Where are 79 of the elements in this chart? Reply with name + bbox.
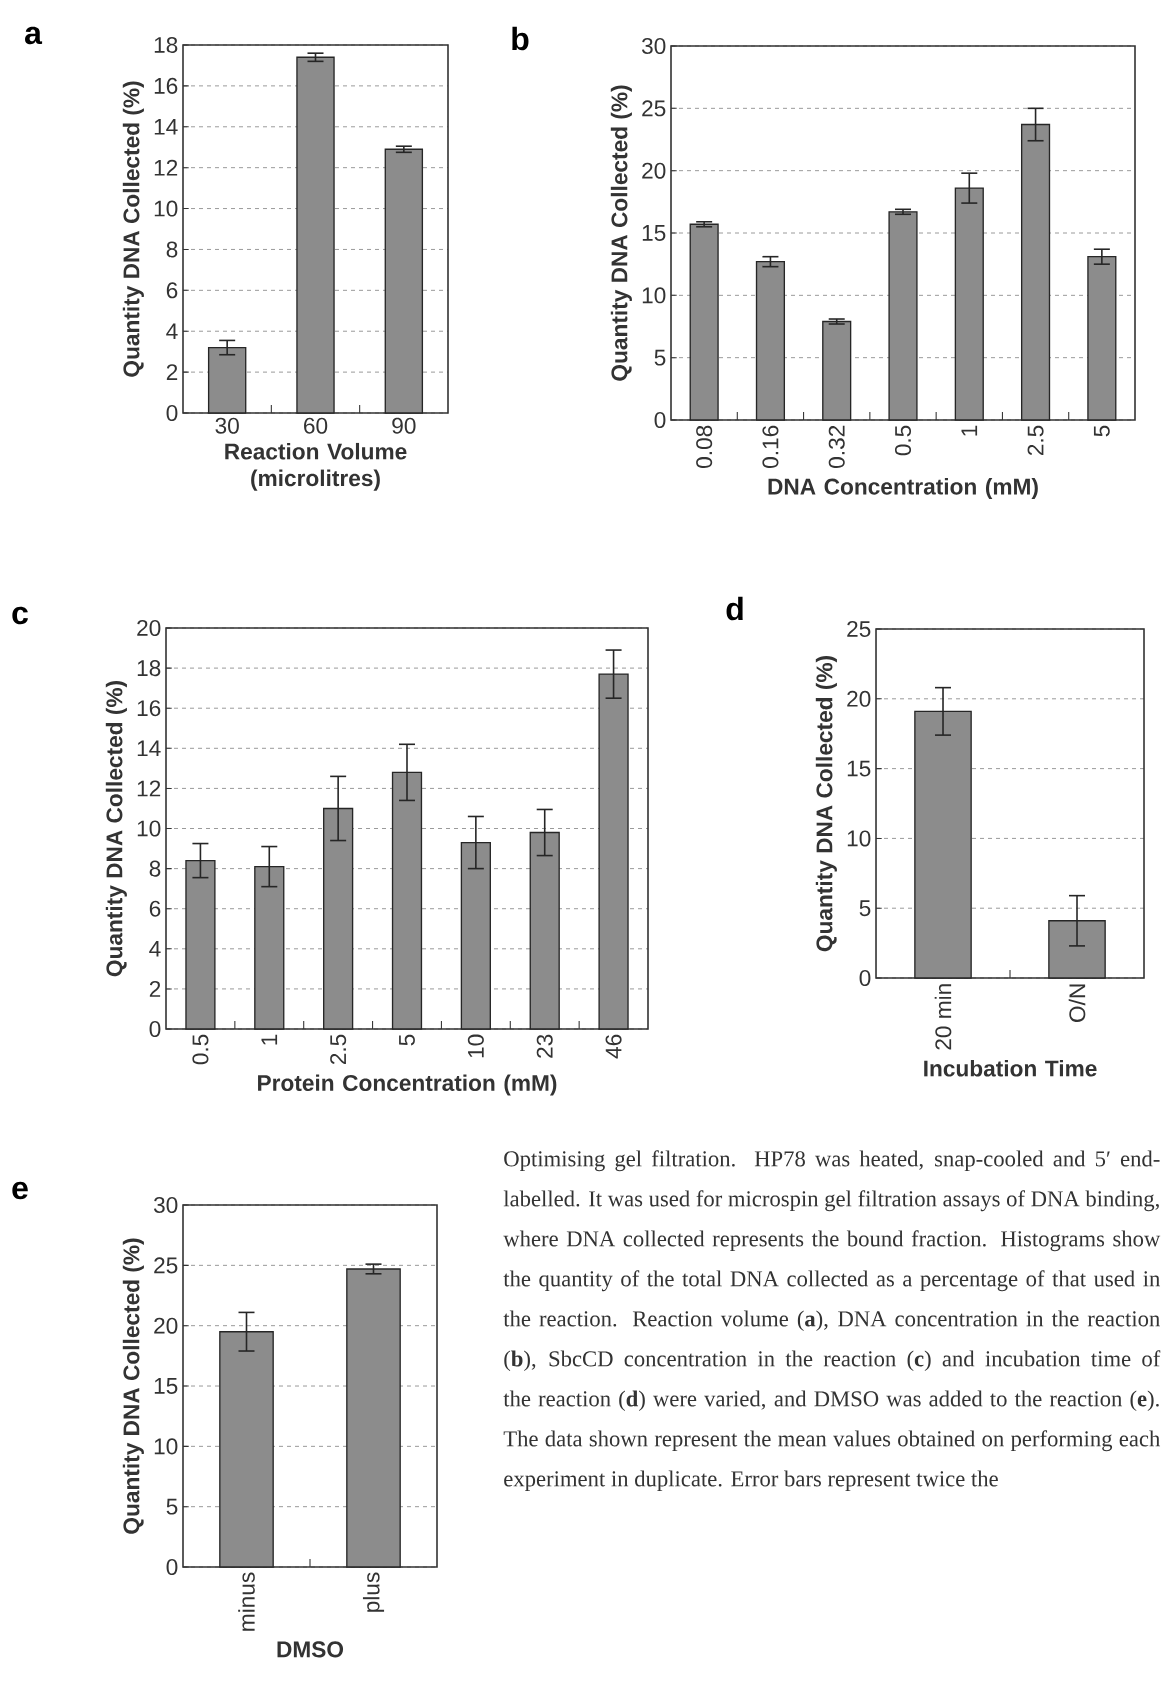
y-tick-label: 2 <box>149 980 161 997</box>
x-tick-label: 20 min <box>934 984 952 1050</box>
y-tick-label: 4 <box>166 323 178 340</box>
y-tick-label: 8 <box>149 860 161 877</box>
y-tick-label: 10 <box>137 820 161 837</box>
y-tick-label: 25 <box>642 100 666 117</box>
y-tick-label: 6 <box>149 900 161 917</box>
y-tick-label: 6 <box>166 282 178 299</box>
y-tick-label: 5 <box>166 1498 178 1515</box>
chart-title: c <box>12 606 28 625</box>
x-tick-label: minus <box>238 1572 255 1631</box>
y-tick-label: 20 <box>847 690 871 707</box>
y-axis-title: Quantity DNA Collected (%) <box>122 81 144 377</box>
y-tick-label: 16 <box>154 77 178 94</box>
y-tick-label: 2 <box>166 364 178 381</box>
y-tick-label: 12 <box>137 780 161 797</box>
y-axis-title: Quantity DNA Collected (%) <box>122 1238 144 1534</box>
x-tick-label: 90 <box>392 417 416 434</box>
x-tick-label: 1 <box>261 1034 278 1045</box>
y-tick-label: 15 <box>642 225 666 241</box>
x-tick-label: 0.08 <box>696 425 713 468</box>
x-tick-label: 46 <box>605 1034 622 1059</box>
y-tick-label: 0 <box>166 404 178 422</box>
bar <box>296 56 335 414</box>
y-tick-label: 0 <box>654 411 666 429</box>
x-axis-title: DNA Concentration (mM) <box>768 477 1038 500</box>
y-tick-label: 12 <box>154 159 178 176</box>
x-tick-label: 10 <box>467 1034 484 1058</box>
y-tick-label: 0 <box>149 1020 161 1038</box>
x-tick-label: 0.5 <box>192 1034 209 1065</box>
chart-title: d <box>726 596 743 621</box>
y-tick-label: 14 <box>154 118 178 135</box>
x-tick-label: 60 <box>304 417 328 434</box>
y-tick-label: 5 <box>859 900 871 917</box>
y-tick-label: 25 <box>847 620 871 638</box>
y-tick-label: 30 <box>153 1196 178 1214</box>
x-tick-label: 30 <box>215 417 239 434</box>
x-tick-label: 23 <box>536 1034 553 1058</box>
x-tick-label: 0.5 <box>894 425 912 456</box>
x-tick-label: 0.16 <box>762 425 779 468</box>
x-tick-label: 1 <box>961 425 978 436</box>
y-tick-label: 30 <box>641 37 666 55</box>
chart-title: e <box>12 1181 28 1200</box>
x-tick-label: 5 <box>1093 425 1110 437</box>
text: Optimising gel filtration. HP78 was heated, snap-cooled and 5′ end-labelled. It was used for microspin gel filtration assays of DNA binding, where DNA collected represents the bound fraction. Histograms show the quantity of the total DNA collected as a percentage of that used in the reaction. Reaction volume (a), DNA concentration in the reaction (b), SbcCD concentration in the reaction (c) and incubation time of the reaction (d) were varied, and DMSO was added to the reaction (e). The data shown represent the mean values obtained on performing each experiment in duplicate. Error bars represent twice the <box>503 1150 1161 1492</box>
y-tick-label: 10 <box>642 287 666 304</box>
y-tick-label: 0 <box>166 1558 178 1576</box>
y-tick-label: 15 <box>154 1378 178 1394</box>
y-tick-label: 5 <box>654 349 666 366</box>
y-tick-label: 18 <box>154 36 178 54</box>
y-tick-label: 10 <box>154 200 178 217</box>
y-axis-title: Quantity DNA Collected (%) <box>105 681 127 977</box>
x-tick-label: O/N <box>1068 984 1086 1022</box>
y-tick-label: 14 <box>137 740 161 757</box>
y-tick-label: 4 <box>149 941 161 957</box>
y-tick-label: 20 <box>154 1317 178 1334</box>
chart-title: a <box>25 26 43 45</box>
x-tick-label: 0.32 <box>828 425 845 468</box>
y-tick-label: 8 <box>166 241 178 258</box>
y-tick-label: 15 <box>847 760 871 777</box>
y-axis-title: Quantity DNA Collected (%) <box>815 656 837 952</box>
chart-title: b <box>512 26 529 51</box>
y-tick-label: 10 <box>154 1438 178 1455</box>
y-tick-label: 0 <box>859 969 871 987</box>
y-tick-label: 20 <box>642 162 666 179</box>
y-tick-label: 20 <box>137 619 161 637</box>
x-axis-title: Protein Concentration (mM) <box>258 1074 557 1096</box>
x-tick-label: plus <box>362 1572 385 1612</box>
y-tick-label: 10 <box>847 830 871 847</box>
x-axis-title: Incubation Time <box>924 1059 1097 1077</box>
x-tick-label: 2.5 <box>1027 425 1044 456</box>
x-axis-title: DMSO <box>277 1641 344 1658</box>
x-tick-label: 5 <box>399 1034 415 1046</box>
x-tick-label: 2.5 <box>330 1034 347 1065</box>
y-tick-label: 16 <box>137 700 161 717</box>
x-axis-title: Reaction Volume (microlitres) <box>225 442 407 491</box>
y-tick-label: 25 <box>154 1257 178 1274</box>
y-tick-label: 18 <box>137 660 161 677</box>
y-axis-title: Quantity DNA Collected (%) <box>610 85 632 381</box>
